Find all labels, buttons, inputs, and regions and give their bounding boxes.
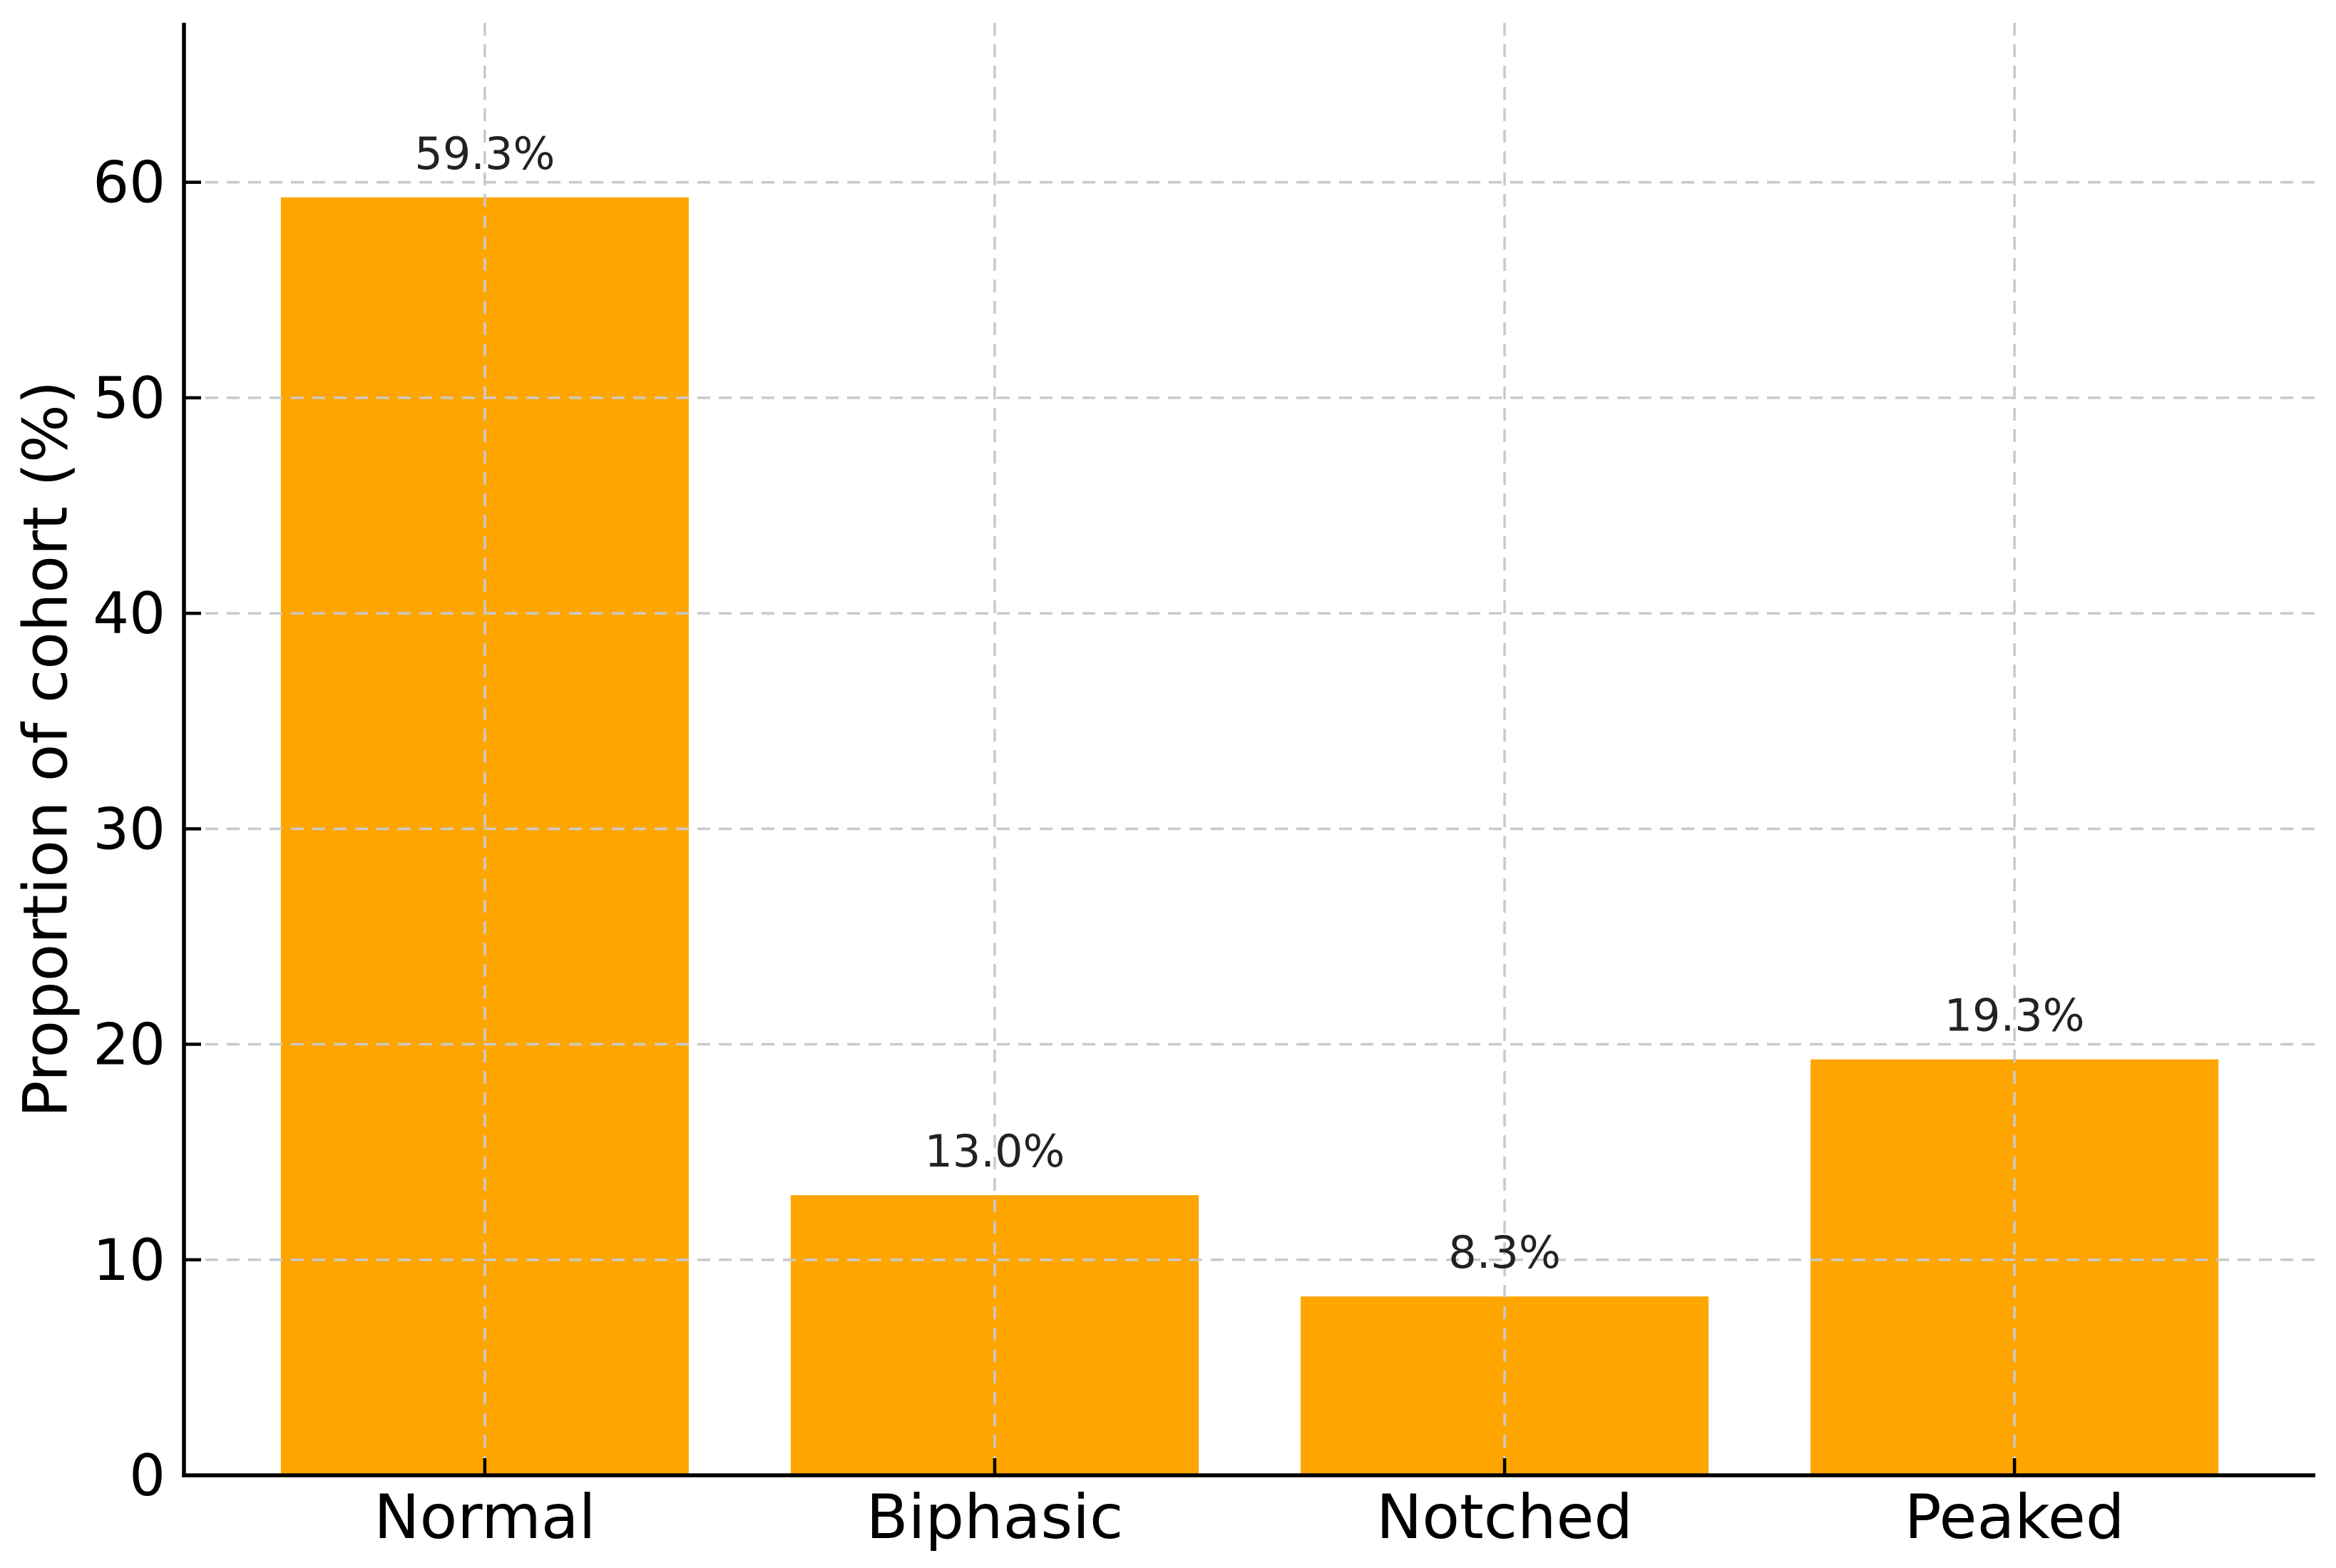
spines-group [182,23,2315,1477]
bar-value-label-normal: 59.3% [414,128,555,180]
bar-value-label-biphasic: 13.0% [924,1125,1065,1177]
x-tick-label-notched: Notched [1376,1482,1633,1553]
ticks-group [184,180,2017,1477]
bar-value-label-peaked: 19.3% [1945,990,2085,1042]
y-tick-label-20: 20 [93,1012,165,1078]
y-tick-label-0: 0 [129,1443,165,1509]
y-tick-label-30: 30 [93,796,165,862]
x-tick-label-biphasic: Biphasic [866,1482,1124,1553]
y-tick-label-40: 40 [93,580,165,647]
y-tick-label-10: 10 [93,1227,165,1293]
y-tick-label-50: 50 [93,365,165,431]
bar-value-label-notched: 8.3% [1448,1226,1561,1279]
y-tick-label-60: 60 [93,150,165,216]
x-tick-label-peaked: Peaked [1905,1482,2125,1553]
labels-group: 0 10 20 30 40 50 60 Normal Biphasic Notched Peaked… [11,128,2125,1553]
bars-group [280,197,2219,1475]
bar-notched [1301,1296,1709,1475]
y-axis-label: Proportion of cohort (%) [11,381,82,1118]
x-tick-label-normal: Normal [374,1482,595,1553]
